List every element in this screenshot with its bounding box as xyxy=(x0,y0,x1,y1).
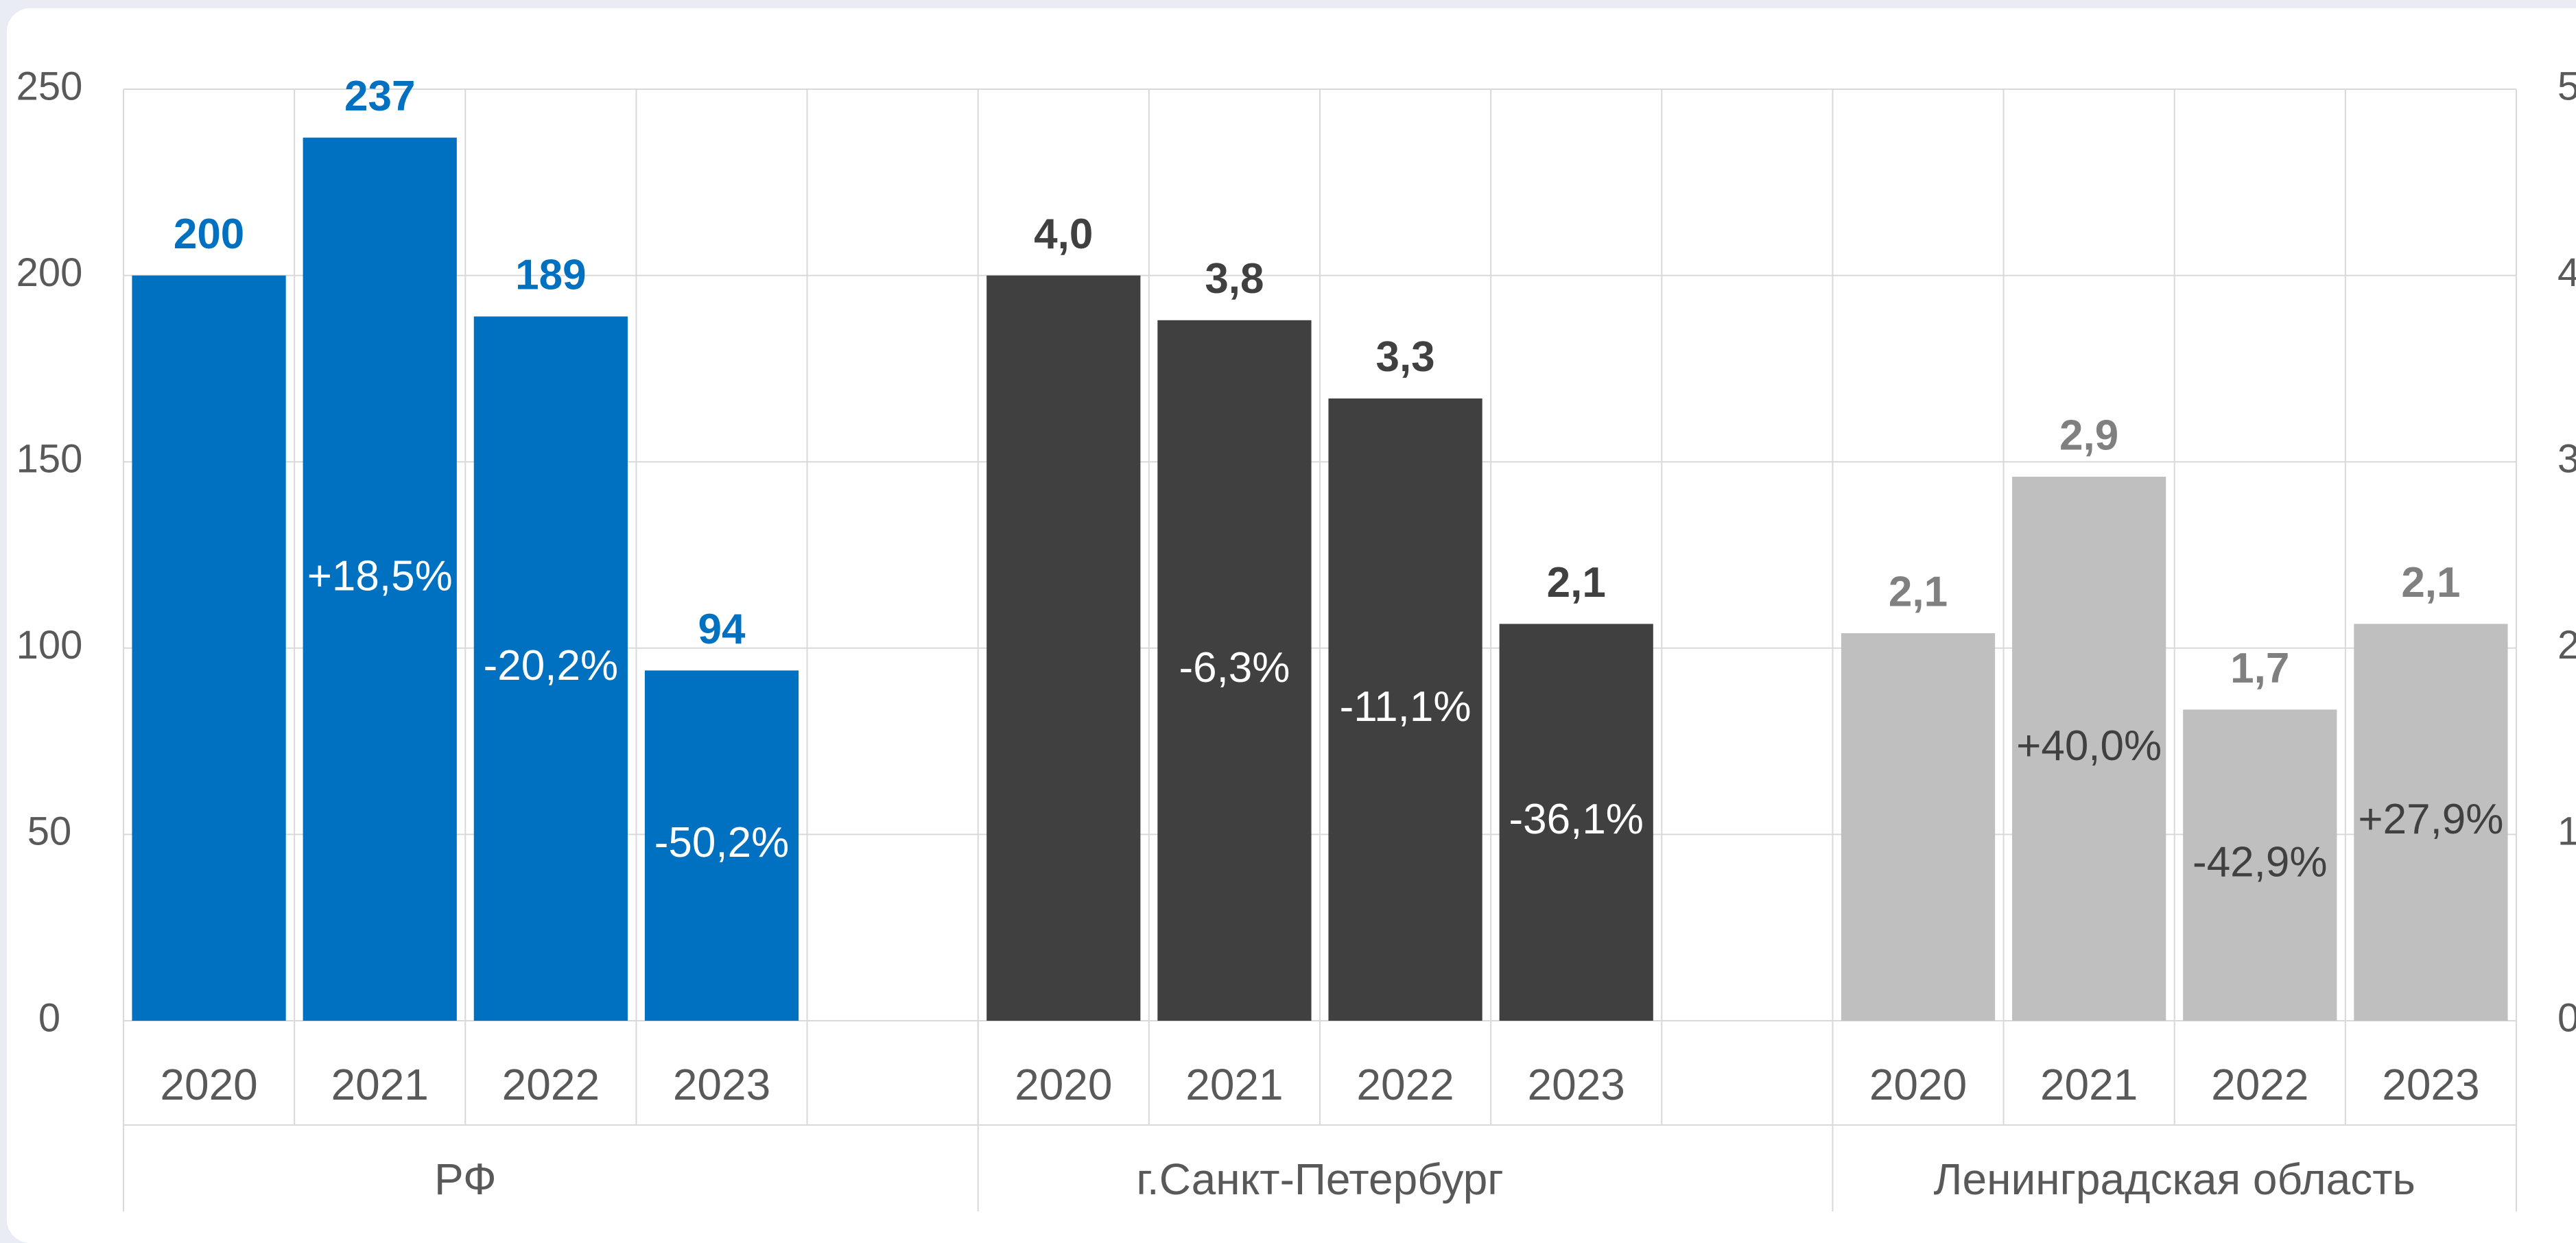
bar[interactable] xyxy=(1328,398,1482,1021)
data-label: 189 xyxy=(515,252,586,299)
y-tick-label-right: 3 xyxy=(2557,437,2576,482)
data-label: 200 xyxy=(174,211,244,258)
change-label: +40,0% xyxy=(2016,722,2162,770)
x-tick-label: 2023 xyxy=(673,1060,770,1109)
group-label: РФ xyxy=(434,1155,497,1204)
data-label: 4,0 xyxy=(1034,211,1093,258)
change-label: -20,2% xyxy=(484,642,618,689)
change-label: -11,1% xyxy=(1340,683,1472,731)
x-tick-label: 2022 xyxy=(502,1060,600,1109)
bar[interactable] xyxy=(132,275,286,1021)
group-label: Ленинградская область xyxy=(1934,1155,2415,1204)
data-label: 2,1 xyxy=(2401,559,2460,606)
y-tick-label-right: 0 xyxy=(2557,995,2576,1040)
bar[interactable] xyxy=(644,670,799,1021)
change-label: -50,2% xyxy=(654,819,789,866)
data-label: 3,3 xyxy=(1375,333,1434,381)
y-tick-label-left: 100 xyxy=(16,623,83,667)
data-label: 2,9 xyxy=(2059,412,2118,459)
bar[interactable] xyxy=(303,137,457,1021)
x-tick-label: 2020 xyxy=(160,1060,257,1109)
bar[interactable] xyxy=(1841,633,1996,1021)
x-tick-label: 2022 xyxy=(1356,1060,1454,1109)
data-label: 2,1 xyxy=(1889,568,1948,615)
y-tick-label-left: 50 xyxy=(27,809,72,854)
x-tick-label: 2023 xyxy=(1528,1060,1625,1109)
data-label: 1,7 xyxy=(2230,645,2289,692)
change-label: +18,5% xyxy=(307,553,453,600)
data-label: 2,1 xyxy=(1547,559,1606,606)
y-tick-label-left: 0 xyxy=(38,995,60,1040)
x-tick-label: 2023 xyxy=(2382,1060,2479,1109)
data-label: 3,8 xyxy=(1205,255,1264,303)
y-tick-label-left: 250 xyxy=(16,64,83,108)
y-tick-label-left: 150 xyxy=(16,437,83,482)
bar[interactable] xyxy=(986,275,1141,1021)
data-label: 237 xyxy=(344,73,415,120)
x-tick-label: 2020 xyxy=(1015,1060,1112,1109)
bar[interactable] xyxy=(2354,624,2508,1021)
change-label: +27,9% xyxy=(2358,796,2503,843)
y-tick-label-right: 2 xyxy=(2557,623,2576,667)
bar-chart: 0 50 100 150 200 250 0 1 2 3 4 5 200 2020 237 +18,5% 202… xyxy=(16,64,2576,1211)
x-tick-label: 2020 xyxy=(1869,1060,1967,1109)
y-tick-label-right: 4 xyxy=(2557,250,2576,295)
x-tick-label: 2022 xyxy=(2211,1060,2308,1109)
y-tick-label-left: 200 xyxy=(16,250,83,295)
change-label: -6,3% xyxy=(1179,644,1290,691)
y-tick-label-right: 1 xyxy=(2557,809,2576,854)
bar[interactable] xyxy=(473,316,628,1021)
x-tick-label: 2021 xyxy=(1185,1060,1283,1109)
bar[interactable] xyxy=(1499,624,1653,1021)
data-label: 94 xyxy=(698,606,746,653)
change-label: -42,9% xyxy=(2193,839,2327,886)
bar[interactable] xyxy=(2183,709,2337,1021)
y-tick-label-right: 5 xyxy=(2557,64,2576,108)
x-tick-label: 2021 xyxy=(2040,1060,2138,1109)
x-tick-label: 2021 xyxy=(331,1060,429,1109)
change-label: -36,1% xyxy=(1509,796,1643,843)
group-label: г.Санкт-Петербург xyxy=(1136,1155,1503,1204)
bar[interactable] xyxy=(1157,320,1312,1021)
bar[interactable] xyxy=(2012,476,2166,1021)
